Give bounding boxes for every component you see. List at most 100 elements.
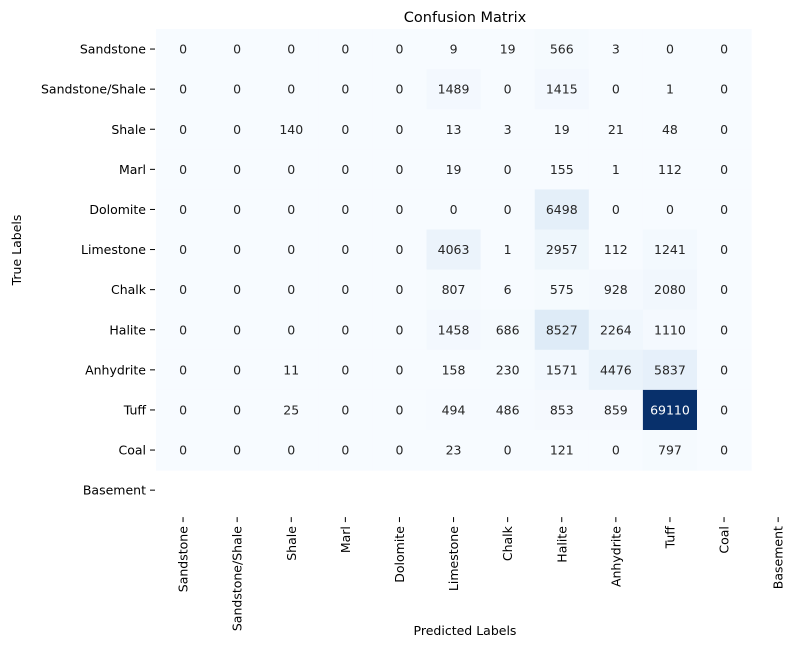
cell-value-label: 112 (658, 162, 682, 177)
heatmap-cell (426, 309, 482, 351)
heatmap-cell (372, 269, 428, 311)
y-tick-label: Limestone (81, 242, 146, 257)
heatmap-cell (588, 189, 644, 231)
heatmap-cell (210, 430, 265, 471)
heatmap-cell (426, 430, 482, 471)
heatmap-cell (697, 69, 752, 110)
cell-value-label: 859 (604, 402, 628, 417)
cell-value-label: 23 (446, 443, 462, 458)
x-tick-label: Basement (771, 526, 786, 589)
heatmap-cell (480, 229, 536, 271)
cell-value-label: 0 (720, 282, 728, 297)
heatmap-cells (156, 29, 752, 471)
cell-value-label: 0 (666, 42, 674, 57)
heatmap-cell (318, 309, 373, 351)
heatmap-cell (156, 29, 211, 70)
cell-value-label: 807 (442, 282, 466, 297)
heatmap-cell (318, 109, 373, 150)
heatmap-cell-labels: 0 0 0 0 0 9 19 566 3 0 00 0 0 0 0 1489 0 1415 0 1 00 0 140 0 0 13… (179, 42, 728, 458)
heatmap-cell (480, 389, 536, 431)
heatmap-cell (534, 149, 590, 190)
heatmap-cell (156, 189, 211, 231)
cell-value-label: 1571 (546, 362, 578, 377)
y-tick-label: Sandstone/Shale (41, 82, 146, 97)
cell-value-label: 0 (233, 362, 241, 377)
cell-value-label: 0 (395, 162, 403, 177)
cell-value-label: 0 (233, 282, 241, 297)
cell-value-label: 0 (179, 162, 187, 177)
cell-value-label: 1415 (546, 82, 578, 97)
heatmap-cell (372, 309, 428, 351)
heatmap-cell (534, 69, 590, 110)
x-tick-label: Anhydrite (608, 526, 623, 587)
cell-value-label: 0 (720, 122, 728, 137)
heatmap-cell (480, 349, 536, 391)
heatmap-cell (588, 349, 644, 391)
cell-value-label: 0 (287, 242, 295, 257)
heatmap-cell (426, 149, 482, 190)
y-tick-label: Halite (109, 322, 146, 337)
cell-value-label: 0 (179, 402, 187, 417)
heatmap-cell (642, 389, 698, 431)
cell-value-label: 0 (395, 82, 403, 97)
x-tick-label: Sandstone/Shale (230, 526, 245, 631)
heatmap-cell (588, 109, 644, 150)
heatmap-cell (210, 389, 265, 431)
heatmap-cell (697, 229, 752, 271)
cell-value-label: 0 (666, 202, 674, 217)
heatmap-cell (426, 69, 482, 110)
cell-value-label: 2264 (600, 322, 632, 337)
heatmap-cell (480, 29, 536, 70)
cell-value-label: 0 (179, 242, 187, 257)
heatmap-cell (156, 69, 211, 110)
y-tick-label: Basement (83, 483, 146, 498)
cell-value-label: 112 (604, 242, 628, 257)
cell-value-label: 1489 (438, 82, 470, 97)
cell-value-label: 5837 (654, 362, 686, 377)
cell-value-label: 0 (233, 42, 241, 57)
heatmap-cell (156, 149, 211, 190)
cell-value-label: 121 (550, 443, 574, 458)
heatmap-cell (372, 29, 428, 70)
heatmap-cell (480, 149, 536, 190)
cell-value-label: 19 (500, 42, 516, 57)
heatmap-cell (642, 109, 698, 150)
cell-value-label: 0 (341, 402, 349, 417)
cell-value-label: 0 (341, 122, 349, 137)
cell-value-label: 0 (720, 443, 728, 458)
heatmap-cell (264, 109, 319, 150)
cell-value-label: 0 (179, 42, 187, 57)
heatmap-cell (210, 29, 265, 70)
cell-value-label: 3 (612, 42, 620, 57)
cell-value-label: 0 (720, 42, 728, 57)
cell-value-label: 0 (395, 42, 403, 57)
cell-value-label: 0 (233, 242, 241, 257)
cell-value-label: 230 (496, 362, 520, 377)
heatmap-cell (264, 430, 319, 471)
heatmap-cell (642, 269, 698, 311)
cell-value-label: 0 (233, 162, 241, 177)
cell-value-label: 158 (442, 362, 466, 377)
cell-value-label: 0 (287, 162, 295, 177)
heatmap-cell (480, 309, 536, 351)
heatmap-cell (480, 189, 536, 231)
heatmap-cell (426, 109, 482, 150)
cell-value-label: 155 (550, 162, 574, 177)
cell-value-label: 0 (720, 202, 728, 217)
cell-value-label: 0 (233, 402, 241, 417)
heatmap-cell (534, 309, 590, 351)
x-axis-label: Predicted Labels (414, 623, 517, 638)
x-tick-label: Halite (554, 526, 569, 563)
y-tick-label: Tuff (123, 402, 147, 417)
cell-value-label: 1 (504, 242, 512, 257)
cell-value-label: 797 (658, 443, 682, 458)
cell-value-label: 0 (179, 443, 187, 458)
cell-value-label: 0 (504, 162, 512, 177)
heatmap-cell (534, 109, 590, 150)
cell-value-label: 0 (720, 82, 728, 97)
heatmap-cell (642, 69, 698, 110)
heatmap-cell (642, 349, 698, 391)
cell-value-label: 13 (446, 122, 462, 137)
heatmap-cell (588, 149, 644, 190)
